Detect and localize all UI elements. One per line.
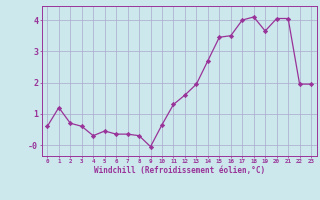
X-axis label: Windchill (Refroidissement éolien,°C): Windchill (Refroidissement éolien,°C): [94, 166, 265, 175]
